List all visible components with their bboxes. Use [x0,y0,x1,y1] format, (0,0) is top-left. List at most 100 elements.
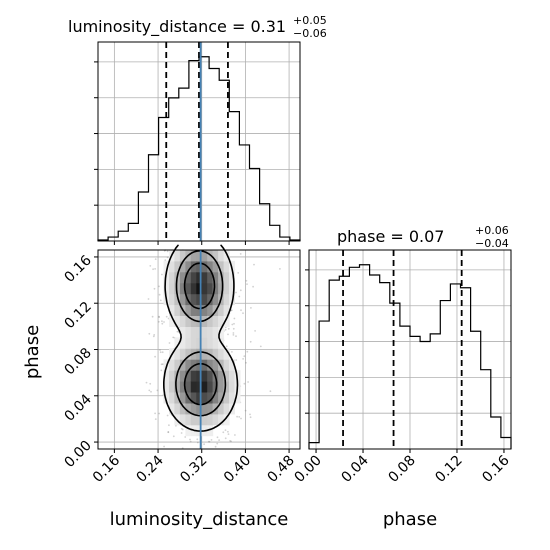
contour-outer [163,244,239,432]
scatter-point [164,259,167,261]
density-cell [218,304,225,316]
density-cell [174,304,181,316]
density-cell [163,392,170,404]
scatter-point [249,340,252,343]
scatter-point [239,289,242,292]
scatter-point [161,273,163,276]
density-cell [185,304,192,316]
density-cell [223,359,230,371]
joint-panel-luminosity-distance-phase [97,244,301,450]
title-phase-minus: −0.04 [475,237,509,250]
x-tick-label-phase-3: 0.12 [432,453,465,486]
density-cell [169,271,175,284]
density-cell [196,326,203,338]
density-cell [223,260,230,273]
scatter-point [161,322,164,325]
y-tick-label-phase-4: 0.16 [61,252,94,285]
scatter-point [149,265,152,267]
diagonal-panel-luminosity-distance [94,41,301,245]
density-cell [179,403,186,415]
scatter-point [166,414,169,417]
scatter-point [253,263,255,266]
density-cell [179,326,186,338]
scatter-point [159,299,162,302]
density-cell [174,392,181,404]
panel-title-luminosity-distance: luminosity_distance = 0.31 +0.05 −0.06 [68,14,327,40]
scatter-point [222,431,225,434]
scatter-point [218,439,221,441]
density-cell [179,315,186,327]
scatter-point [224,429,227,431]
scatter-point [161,351,164,354]
density-cell [223,282,230,295]
frame-luminosity-distance [97,41,301,242]
scatter-point [196,441,199,444]
density-cell [185,359,192,371]
density-cell [174,348,181,360]
density-cell [185,337,192,349]
density-cell [207,359,214,371]
scatter-point [242,358,245,360]
scatter-point [160,363,163,366]
density-cell [179,370,186,382]
scatter-point [166,256,169,259]
scatter-point [154,268,157,270]
density-cell [229,392,235,404]
scatter-point [227,433,230,435]
density-cell [207,271,214,284]
density-cell [196,359,203,371]
title-luminosity-distance-prefix: luminosity_distance = 0.31 [68,17,286,37]
density-cell [174,250,181,262]
scatter-point [156,389,159,392]
histogram-phase [308,264,512,449]
density-cell [179,381,186,393]
scatter-point [148,332,151,335]
x-tick-label-phase-4: 0.16 [479,452,512,485]
density-cell [201,250,208,262]
density-cell [212,250,219,262]
contour-inner [183,262,218,406]
density-cell [190,337,197,349]
density-cell [212,260,219,273]
scatter-point [230,309,233,312]
density-cell [234,392,241,404]
density-cell [190,370,197,382]
density-cell [179,337,186,349]
scatter-point [154,355,157,358]
density-cell [185,370,192,382]
density-cell [218,403,225,415]
density-cell [185,271,192,284]
density-cell [190,304,197,316]
scatter-point [237,272,240,274]
density-cell [212,337,219,349]
scatter-point [279,268,281,270]
density-cell [212,293,219,306]
density-cell [201,381,208,393]
scatter-point [158,315,160,318]
density-cell [190,381,197,393]
x-tick-label-luminosity-distance-2: 0.32 [177,453,210,486]
scatter-point [153,287,156,290]
density-cell [190,271,197,284]
density-cell [201,326,208,338]
scatter-point [243,355,246,358]
scatter-point [161,320,163,323]
density-cell [212,271,219,284]
scatter-point [172,435,175,438]
scatter-point [235,335,237,338]
scatter-point [252,285,255,288]
scatter-point [167,431,170,434]
density-cell [201,282,208,295]
density-cell [196,381,203,393]
density-cell [190,315,197,327]
scatter-point [249,416,252,419]
x-tick-label-luminosity-distance-3: 0.40 [221,453,254,486]
density-cell [218,271,225,284]
density-cell [229,381,235,393]
density-cell [190,413,197,426]
scatter-point [152,335,155,338]
density-cell [212,282,219,295]
x-tick-label-phase-2: 0.08 [385,453,418,486]
density-cell [207,304,214,316]
